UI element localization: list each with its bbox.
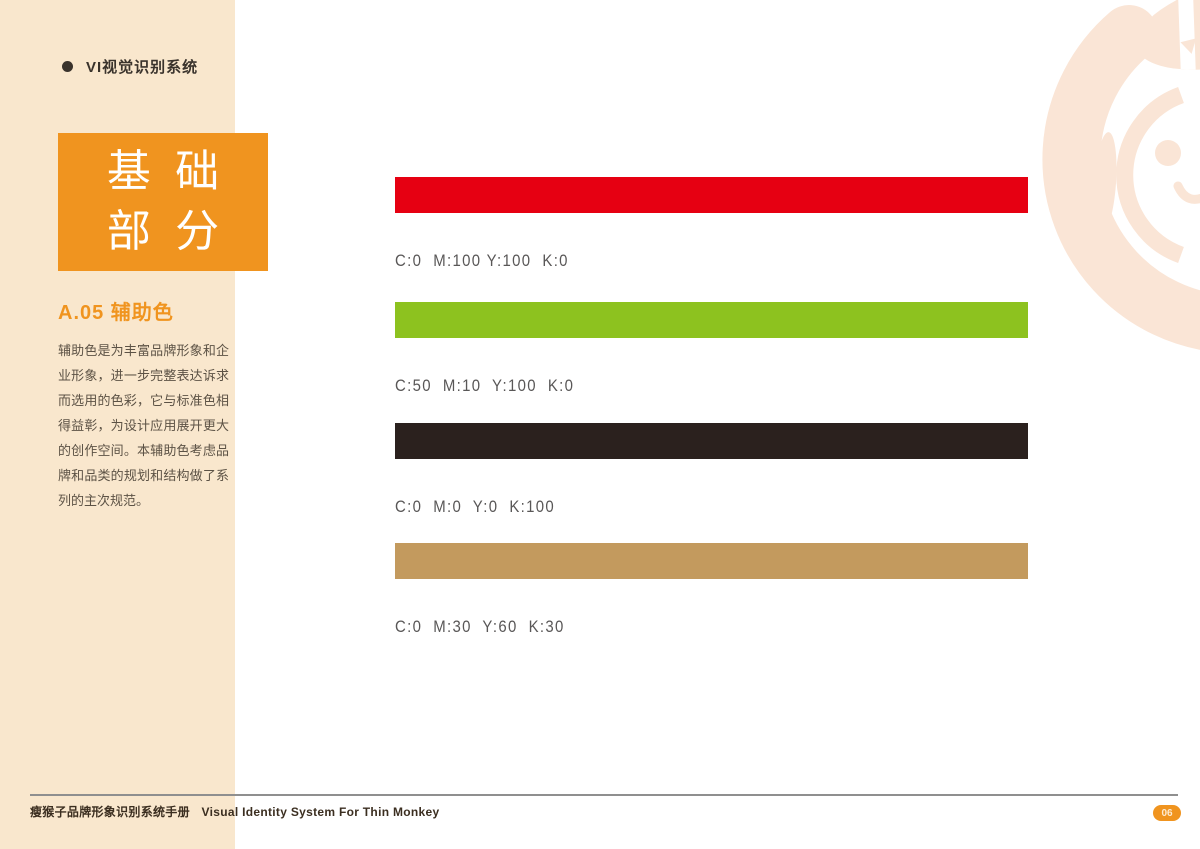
color-swatch: C:0 M:100 Y:100 K:0 bbox=[395, 177, 1028, 271]
color-swatch: C:0 M:30 Y:60 K:30 bbox=[395, 543, 1028, 637]
section-title: A.05 辅助色 bbox=[58, 302, 174, 324]
black-color-bar bbox=[395, 423, 1028, 459]
leaf-icon bbox=[1135, 0, 1200, 73]
monkey-eye-icon bbox=[1155, 140, 1181, 166]
color-cmyk-label: C:50 M:10 Y:100 K:0 bbox=[395, 376, 575, 395]
footer-manual-title-en: Visual Identity System For Thin Monkey bbox=[201, 805, 440, 819]
bullet-dot-icon bbox=[62, 61, 73, 72]
section-description: 辅助色是为丰富品牌形象和企业形象，进一步完整表达诉求而选用的色彩，它与标准色相得… bbox=[58, 343, 229, 508]
chapter-title-line2: 部 分 bbox=[106, 207, 226, 256]
color-swatch-list: C:0 M:100 Y:100 K:0 C:50 M:10 Y:100 K:0 … bbox=[395, 0, 1028, 700]
red-color-bar bbox=[395, 177, 1028, 213]
page-header: VI视觉识别系统 bbox=[62, 56, 198, 77]
footer-divider-line bbox=[30, 794, 1178, 796]
color-cmyk-label: C:0 M:30 Y:60 K:30 bbox=[395, 617, 565, 636]
header-title: VI视觉识别系统 bbox=[86, 59, 199, 76]
color-swatch: C:50 M:10 Y:100 K:0 bbox=[395, 302, 1028, 396]
color-cmyk-label: C:0 M:0 Y:0 K:100 bbox=[395, 497, 556, 516]
monkey-logo-watermark bbox=[1042, 0, 1200, 350]
monkey-smile-icon bbox=[1173, 181, 1200, 204]
monkey-ear-icon bbox=[1093, 132, 1117, 234]
color-swatch: C:0 M:0 Y:0 K:100 bbox=[395, 423, 1028, 517]
tan-color-bar bbox=[395, 543, 1028, 579]
green-color-bar bbox=[395, 302, 1028, 338]
monkey-body-arc bbox=[1042, 5, 1200, 350]
chapter-title-box: 基 础 部 分 bbox=[58, 133, 268, 271]
monkey-face-outline bbox=[1116, 87, 1185, 263]
footer-manual-title-cn: 瘦猴子品牌形象识别系统手册 bbox=[30, 805, 190, 819]
page-number: 06 bbox=[1161, 807, 1173, 819]
page-number-badge: 06 bbox=[1153, 805, 1181, 821]
footer-manual-title: 瘦猴子品牌形象识别系统手册 Visual Identity System For… bbox=[30, 803, 439, 820]
color-cmyk-label: C:0 M:100 Y:100 K:0 bbox=[395, 251, 569, 270]
chapter-title-line1: 基 础 bbox=[106, 147, 226, 196]
